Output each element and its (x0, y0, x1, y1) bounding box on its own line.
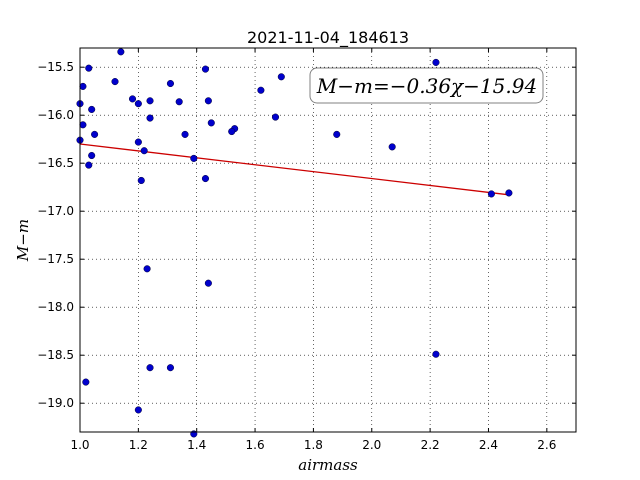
data-point (88, 105, 96, 113)
y-tick-label: −16.0 (37, 108, 74, 122)
x-tick-labels: 1.0 1.2 1.4 1.6 1.8 2.0 2.2 2.4 2.6 (70, 438, 556, 452)
axis-ticks (79, 48, 576, 432)
y-tick-labels: −15.5 −16.0 −16.5 −17.0 −17.5 −18.0 −18.5 −19.0 (37, 60, 74, 410)
x-tick-label: 2.4 (479, 438, 498, 452)
data-point (175, 98, 183, 106)
data-point (79, 82, 87, 90)
x-tick-label: 1.8 (304, 438, 323, 452)
data-point (487, 190, 495, 198)
data-point (117, 48, 125, 56)
plot-frame (79, 47, 577, 433)
data-point (146, 114, 154, 122)
data-point (432, 350, 440, 358)
equation-box-frame (309, 67, 544, 104)
x-tick-label: 2.0 (362, 438, 381, 452)
data-point (146, 97, 154, 105)
fit-line-group (79, 143, 509, 196)
data-point (79, 121, 87, 129)
data-point (432, 58, 440, 66)
x-tick-label: 1.4 (187, 438, 206, 452)
grid-lines (79, 48, 576, 432)
data-point (190, 154, 198, 162)
data-point (257, 86, 265, 94)
data-point (388, 143, 396, 151)
x-tick-label: 1.0 (70, 438, 89, 452)
y-tick-label: −19.0 (37, 396, 74, 410)
data-point (207, 119, 215, 127)
data-point (166, 79, 174, 88)
data-point (85, 161, 93, 169)
data-point (228, 127, 236, 136)
data-point (134, 406, 142, 414)
x-tick-label: 2.2 (421, 438, 440, 452)
y-tick-label: −17.5 (37, 252, 74, 266)
data-point (88, 151, 96, 160)
x-tick-label: 1.6 (246, 438, 265, 452)
chart-title: 2021-11-04_184613 (247, 28, 409, 48)
data-point (204, 279, 212, 287)
data-point (85, 64, 93, 72)
data-point (128, 95, 137, 103)
data-point (201, 175, 210, 183)
data-point (134, 138, 142, 146)
data-point (271, 113, 280, 121)
equation-box: M−m=−0.36χ−15.94 (309, 67, 544, 104)
data-point (140, 147, 148, 155)
data-point (204, 97, 212, 105)
data-point (333, 130, 341, 138)
data-point (143, 265, 151, 273)
y-tick-label: −15.5 (37, 60, 74, 74)
data-point (111, 78, 119, 86)
data-point (505, 189, 513, 197)
x-axis-label: airmass (298, 456, 358, 474)
data-point (146, 364, 154, 372)
fit-line (79, 143, 509, 196)
y-axis-label: M−m (14, 219, 32, 262)
y-tick-label: −18.5 (37, 348, 74, 362)
data-point (82, 378, 90, 386)
data-points (76, 48, 513, 438)
x-tick-label: 2.6 (537, 438, 556, 452)
y-tick-label: −17.0 (37, 204, 74, 218)
y-tick-label: −16.5 (37, 156, 74, 170)
y-tick-label: −18.0 (37, 300, 74, 314)
data-point (166, 364, 174, 372)
data-point (134, 100, 142, 108)
data-point (181, 130, 189, 138)
data-point (137, 176, 145, 185)
equation-text: M−m=−0.36χ−15.94 (316, 74, 537, 98)
x-tick-label: 1.2 (129, 438, 148, 452)
data-point (201, 65, 210, 73)
data-point (277, 73, 285, 81)
data-point (91, 130, 99, 138)
